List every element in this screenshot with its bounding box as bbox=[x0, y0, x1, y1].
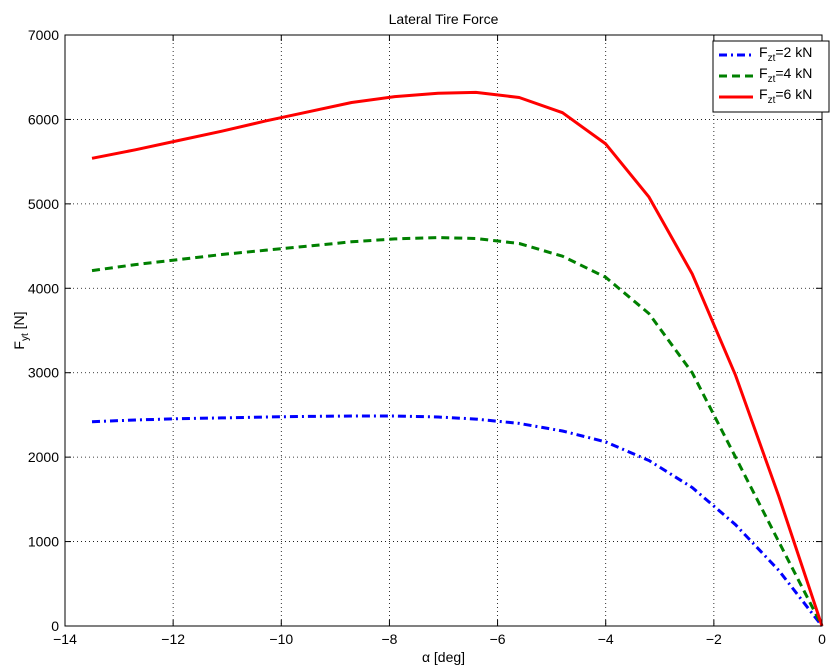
axis-ticks: −14 −12 −10 −8 −6 −4 −2 0 0 1000 2000 3000 4000 5000 6… bbox=[28, 27, 826, 647]
x-tick-label: −2 bbox=[706, 631, 722, 647]
series-line bbox=[91, 236, 824, 627]
y-tick-label: 0 bbox=[51, 618, 59, 634]
x-axis-title: α [deg] bbox=[422, 649, 465, 665]
y-axis-title-main: F bbox=[11, 341, 27, 350]
x-tick-label: −6 bbox=[490, 631, 506, 647]
y-tick-label: 2000 bbox=[28, 449, 59, 465]
legend-label: Fzt=2 kN bbox=[759, 44, 812, 64]
series-lines bbox=[91, 90, 824, 627]
plot-frame bbox=[64, 34, 823, 627]
series-line bbox=[91, 414, 824, 627]
x-tick-label: −8 bbox=[381, 631, 397, 647]
y-tick-label: 4000 bbox=[28, 280, 59, 296]
legend-label: Fzt=6 kN bbox=[759, 86, 812, 106]
y-axis-title-sub: yt bbox=[20, 333, 31, 341]
x-tick-label: −4 bbox=[598, 631, 614, 647]
y-tick-label: 1000 bbox=[28, 534, 59, 550]
y-tick-label: 7000 bbox=[28, 27, 59, 43]
y-tick-label: 3000 bbox=[28, 365, 59, 381]
y-tick-label: 6000 bbox=[28, 111, 59, 127]
legend-label: Fzt=4 kN bbox=[759, 65, 812, 85]
x-tick-label: −10 bbox=[269, 631, 293, 647]
series-line bbox=[91, 90, 824, 627]
chart-title: Lateral Tire Force bbox=[389, 11, 499, 27]
x-tick-label: −12 bbox=[161, 631, 185, 647]
y-axis-title-unit: [N] bbox=[11, 311, 27, 333]
grid bbox=[65, 35, 822, 626]
y-tick-label: 5000 bbox=[28, 196, 59, 212]
x-tick-label: 0 bbox=[818, 631, 826, 647]
x-tick-label: −14 bbox=[53, 631, 77, 647]
y-axis-title: Fyt [N] bbox=[11, 311, 31, 349]
